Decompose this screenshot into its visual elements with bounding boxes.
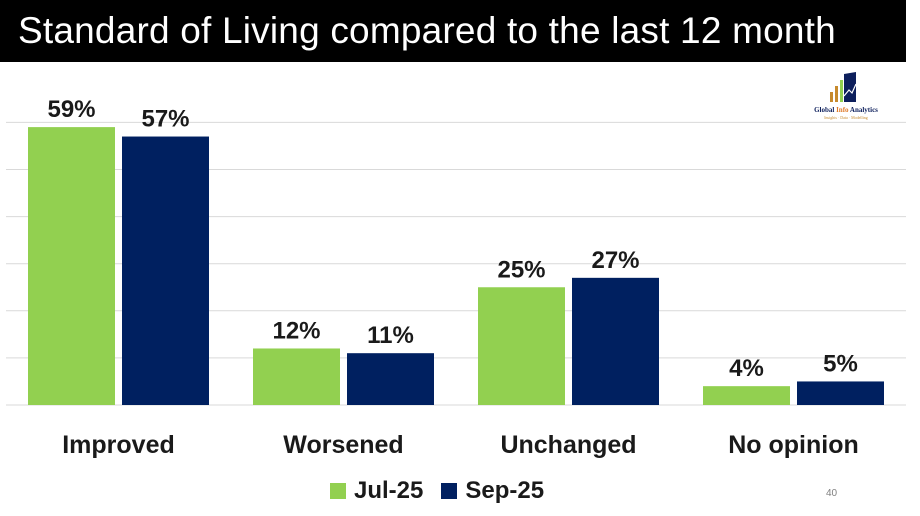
data-label: 59%: [47, 96, 95, 123]
data-label: 4%: [729, 355, 764, 382]
bar-sep-25-no-opinion: [797, 381, 884, 405]
data-label: 27%: [591, 247, 639, 274]
chart-legend: Jul-25 Sep-25: [330, 477, 562, 505]
legend-item-jul-25: Jul-25: [330, 477, 423, 505]
slide-title: Standard of Living compared to the last …: [0, 0, 906, 62]
logo-tagline: Insights · Data · Modelling: [824, 115, 868, 120]
bar-jul-25-worsened: [253, 348, 340, 405]
page-number: 40: [826, 488, 838, 499]
category-label: Unchanged: [500, 431, 636, 459]
legend-item-sep-25: Sep-25: [441, 477, 544, 505]
logo-bars-icon: [830, 72, 857, 102]
category-label: No opinion: [728, 431, 859, 459]
bar-jul-25-improved: [28, 127, 115, 406]
bar-jul-25-unchanged: [478, 287, 565, 405]
bar-sep-25-worsened: [347, 353, 434, 405]
legend-label-sep-25: Sep-25: [465, 477, 545, 504]
legend-label-jul-25: Jul-25: [354, 477, 424, 504]
bar-sep-25-unchanged: [572, 277, 659, 405]
legend-swatch-sep-25: [441, 483, 458, 499]
category-label: Improved: [62, 431, 175, 459]
bar-jul-25-no-opinion: [703, 386, 790, 405]
legend-swatch-jul-25: [330, 483, 346, 499]
data-label: 25%: [497, 256, 545, 283]
company-logo: Global Info Analytics Insights · Data · …: [806, 72, 886, 122]
logo-wordmark: Global Info Analytics: [814, 106, 878, 114]
data-label: 57%: [141, 106, 189, 133]
category-label: Worsened: [283, 431, 403, 459]
bar-sep-25-improved: [122, 136, 209, 405]
data-label: 5%: [823, 350, 858, 377]
data-label: 11%: [367, 322, 414, 349]
data-label: 12%: [272, 317, 320, 344]
